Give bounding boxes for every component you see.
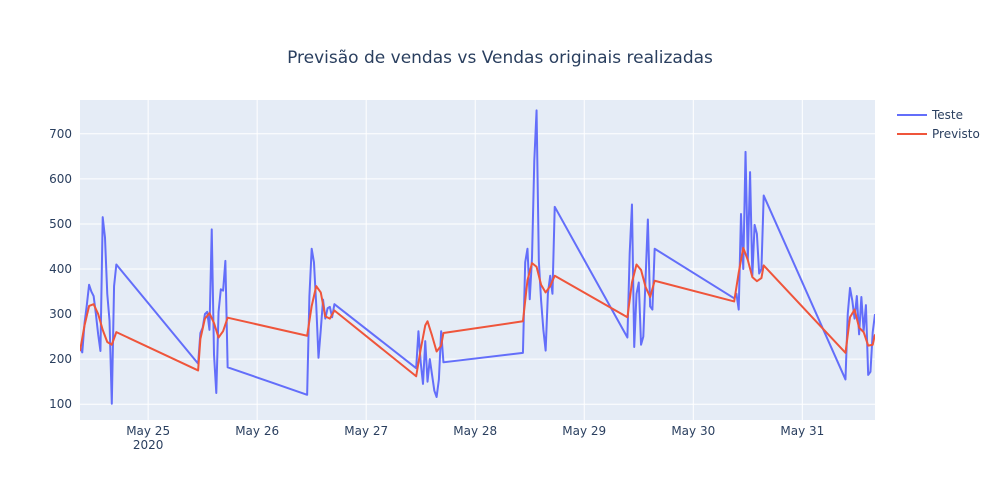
plot-background [80,100,875,420]
x-tick-year-label: 2020 [133,438,164,452]
y-tick-label: 400 [49,262,72,276]
series-line-previsto [80,246,875,378]
legend: Teste Previsto [897,108,980,141]
y-tick-label: 600 [49,172,72,186]
x-tick-label: May 29 [562,424,606,438]
y-tick-label: 200 [49,352,72,366]
legend-label-previsto: Previsto [932,127,980,141]
y-tick-label: 300 [49,307,72,321]
x-tick-label: May 25 [126,424,170,438]
x-tick-label: May 27 [344,424,388,438]
legend-label-teste: Teste [931,108,963,122]
y-tick-label: 100 [49,397,72,411]
chart-title: Previsão de vendas vs Vendas originais r… [287,48,713,68]
x-tick-label: May 31 [780,424,824,438]
y-tick-label: 500 [49,217,72,231]
x-tick-label: May 28 [453,424,497,438]
x-tick-label: May 26 [235,424,279,438]
y-tick-label: 700 [49,127,72,141]
x-tick-label: May 30 [671,424,715,438]
